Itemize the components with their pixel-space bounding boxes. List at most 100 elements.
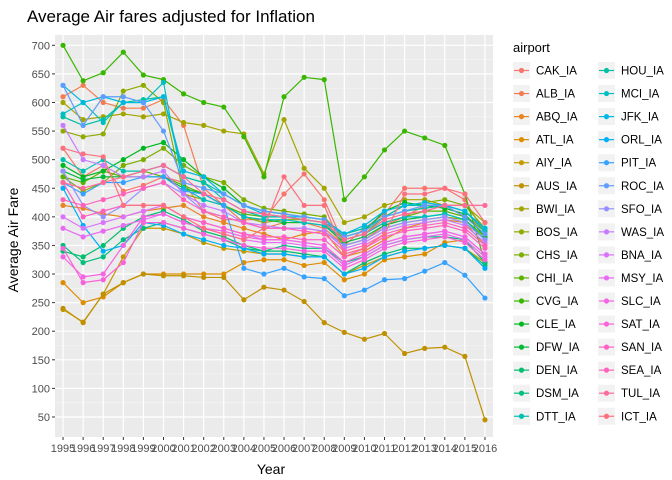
series-line: [62, 147, 486, 247]
series-line: [62, 158, 486, 235]
data-point: [321, 231, 327, 237]
data-point: [120, 237, 126, 243]
data-point: [361, 336, 368, 342]
legend-label: CHS_IA: [536, 250, 578, 262]
y-axis-title: Average Air Fare: [5, 187, 21, 292]
data-point: [401, 254, 408, 260]
data-point: [80, 254, 86, 260]
data-point: [482, 219, 488, 226]
data-point: [120, 105, 126, 111]
data-point: [140, 99, 147, 106]
data-point: [482, 231, 488, 237]
data-point: [321, 197, 327, 203]
data-point: [80, 225, 86, 231]
data-point: [261, 284, 267, 290]
data-point: [241, 231, 247, 237]
data-point: [442, 219, 448, 226]
data-point: [160, 174, 167, 180]
legend-label: TUL_IA: [621, 388, 660, 400]
data-point: [120, 49, 126, 55]
data-point: [140, 185, 147, 191]
legend-item: BWI_IA: [513, 200, 575, 218]
legend-item: ROC_IA: [598, 177, 664, 195]
x-axis-title: Year: [257, 461, 286, 477]
data-point: [261, 271, 267, 277]
legend-key-point: [603, 413, 610, 419]
data-point: [100, 271, 106, 277]
data-point: [301, 248, 307, 254]
data-point: [422, 268, 428, 274]
data-point: [422, 231, 428, 237]
y-tick-label: 500: [32, 155, 50, 167]
legend-key-point: [518, 90, 525, 97]
data-point: [462, 202, 468, 209]
legend-item: JFK_IA: [598, 108, 659, 126]
data-point: [341, 197, 347, 203]
x-tick-label: 2014: [433, 443, 457, 455]
data-point: [361, 174, 368, 180]
data-point: [221, 202, 227, 209]
data-point: [341, 219, 347, 226]
legend-label: BOS_IA: [536, 227, 578, 239]
data-point: [381, 217, 388, 223]
data-point: [140, 157, 147, 163]
data-point: [80, 191, 86, 197]
legend-label: JFK_IA: [621, 112, 659, 124]
data-point: [482, 417, 488, 423]
data-point: [241, 219, 247, 226]
data-point: [241, 225, 247, 231]
legend-label: ABQ_IA: [536, 112, 578, 124]
data-point: [301, 74, 307, 80]
data-point: [100, 248, 106, 254]
legend-key-point: [603, 67, 610, 74]
y-tick-label: 450: [32, 183, 50, 195]
data-point: [241, 202, 247, 209]
legend-label: DEN_IA: [536, 365, 578, 377]
legend-key-point: [518, 183, 525, 189]
data-point: [422, 191, 428, 197]
legend-key-point: [518, 298, 525, 304]
series-line: [62, 176, 486, 299]
data-point: [301, 202, 307, 209]
data-point: [80, 117, 86, 123]
data-point: [120, 99, 126, 106]
series-line: [62, 84, 486, 247]
data-point: [261, 234, 267, 240]
series-line: [62, 147, 486, 255]
data-point: [120, 254, 126, 260]
series-line: [62, 102, 486, 224]
legend-key-point: [603, 90, 610, 97]
data-point: [221, 219, 227, 226]
data-point: [281, 265, 287, 271]
data-point: [462, 191, 468, 197]
data-point: [140, 214, 147, 220]
data-point: [60, 179, 66, 186]
data-point: [100, 174, 106, 180]
data-point: [60, 214, 66, 220]
legend-label: SEA_IA: [621, 365, 662, 377]
data-point: [80, 177, 86, 183]
data-point: [221, 185, 227, 191]
legend-label: MCI_IA: [621, 89, 660, 101]
data-point: [361, 214, 368, 220]
data-point: [381, 147, 388, 153]
data-point: [321, 185, 327, 191]
x-tick-label: 2003: [212, 443, 236, 455]
legend-item: ATL_IA: [513, 131, 574, 149]
legend-item: CHS_IA: [513, 246, 578, 264]
legend-item: CAK_IA: [513, 62, 577, 79]
data-point: [221, 214, 227, 220]
data-point: [60, 197, 66, 203]
data-point: [80, 157, 86, 163]
data-point: [120, 259, 126, 266]
data-point: [321, 254, 327, 260]
y-tick-label: 700: [32, 40, 50, 52]
data-point: [120, 191, 126, 197]
data-point: [180, 179, 187, 186]
data-point: [80, 78, 86, 84]
data-point: [160, 162, 167, 168]
data-point: [100, 179, 106, 186]
data-point: [482, 202, 488, 209]
data-point: [201, 231, 207, 237]
data-point: [140, 114, 147, 120]
